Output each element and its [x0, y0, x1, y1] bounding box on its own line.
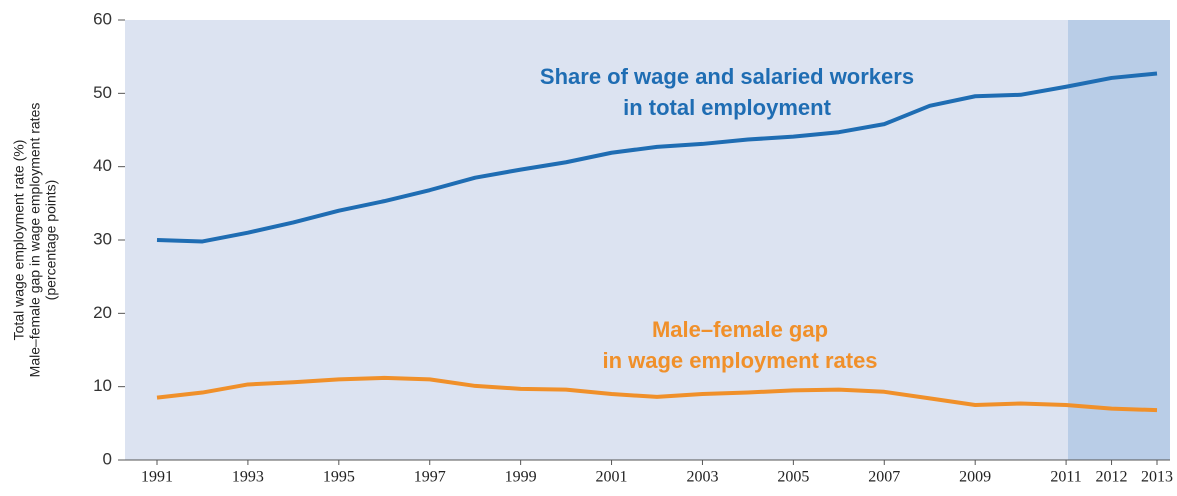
- y-tick-label: 60: [93, 9, 112, 28]
- y-tick-label: 10: [93, 376, 112, 395]
- x-tick-label: 2012: [1096, 469, 1128, 486]
- x-tick-label: 2007: [868, 469, 900, 486]
- x-tick-label: 2009: [959, 469, 991, 486]
- x-tick-label: 1999: [505, 469, 537, 486]
- y-tick-label: 0: [103, 449, 112, 468]
- y-tick-label: 30: [93, 229, 112, 248]
- y-axis-title: (percentage points): [43, 180, 59, 301]
- series-line: [156, 375, 1158, 413]
- annotation: in wage employment rates: [602, 348, 877, 373]
- annotation: Male–female gap: [652, 317, 828, 342]
- y-tick-label: 20: [93, 303, 112, 322]
- y-tick-label: 50: [93, 83, 112, 102]
- x-tick-label: 2013: [1141, 469, 1173, 486]
- annotation: in total employment: [623, 95, 831, 120]
- x-tick-label: 2011: [1050, 469, 1081, 486]
- x-tick-label: 2003: [686, 469, 718, 486]
- x-tick-label: 2001: [596, 469, 628, 486]
- y-tick-label: 40: [93, 156, 112, 175]
- plot-area: [125, 20, 1170, 460]
- y-axis-title: Total wage employment rate (%): [11, 140, 27, 341]
- projection-shade: [1068, 20, 1170, 460]
- series-line: [156, 71, 1158, 244]
- x-tick-label: 1997: [414, 469, 446, 486]
- x-tick-label: 2005: [777, 469, 809, 486]
- y-axis-title: Male–female gap in wage employment rates: [27, 103, 43, 378]
- x-tick-label: 1993: [232, 469, 264, 486]
- x-tick-label: 1991: [141, 469, 173, 486]
- x-tick-label: 1995: [323, 469, 355, 486]
- annotation: Share of wage and salaried workers: [540, 64, 914, 89]
